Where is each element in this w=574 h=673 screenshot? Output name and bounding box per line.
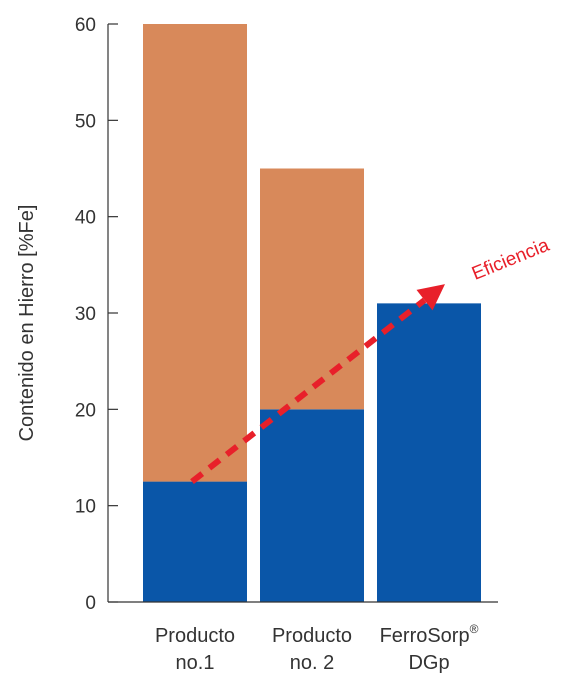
efficiency-label: Eficiencia [469, 235, 553, 285]
bar-upper-1 [143, 24, 247, 482]
category-label-line2: DGp [408, 652, 449, 673]
y-tick-label: 50 [75, 111, 96, 132]
bar-lower-1 [143, 481, 247, 602]
bar-lower-2 [260, 409, 364, 602]
category-label-line2: no.1 [176, 652, 215, 673]
y-tick-label: 0 [85, 593, 96, 614]
y-tick-label: 60 [75, 15, 96, 36]
efficiency-arrow-line [190, 297, 427, 484]
category-label-line1: FerroSorp® [380, 622, 479, 647]
bar-upper-2 [260, 168, 364, 410]
category-label-line1: Producto [272, 625, 352, 647]
y-axis-title: Contenido en Hierro [%Fe] [16, 205, 38, 442]
y-tick-label: 20 [75, 400, 96, 421]
bars-layer [143, 24, 481, 602]
bar-lower-3 [377, 303, 481, 602]
y-tick-label: 40 [75, 208, 96, 229]
efficiency-arrow-head [416, 284, 445, 311]
y-ticks: 0 10 20 30 40 50 60 [75, 15, 118, 614]
registered-mark: ® [470, 622, 479, 636]
category-labels: Producto no.1 Producto no. 2 FerroSorp® DGp [155, 622, 479, 673]
category-label-line1: Producto [155, 625, 235, 647]
y-tick-label: 30 [75, 304, 96, 325]
category-label-line2: no. 2 [290, 652, 334, 673]
y-tick-label: 10 [75, 497, 96, 518]
